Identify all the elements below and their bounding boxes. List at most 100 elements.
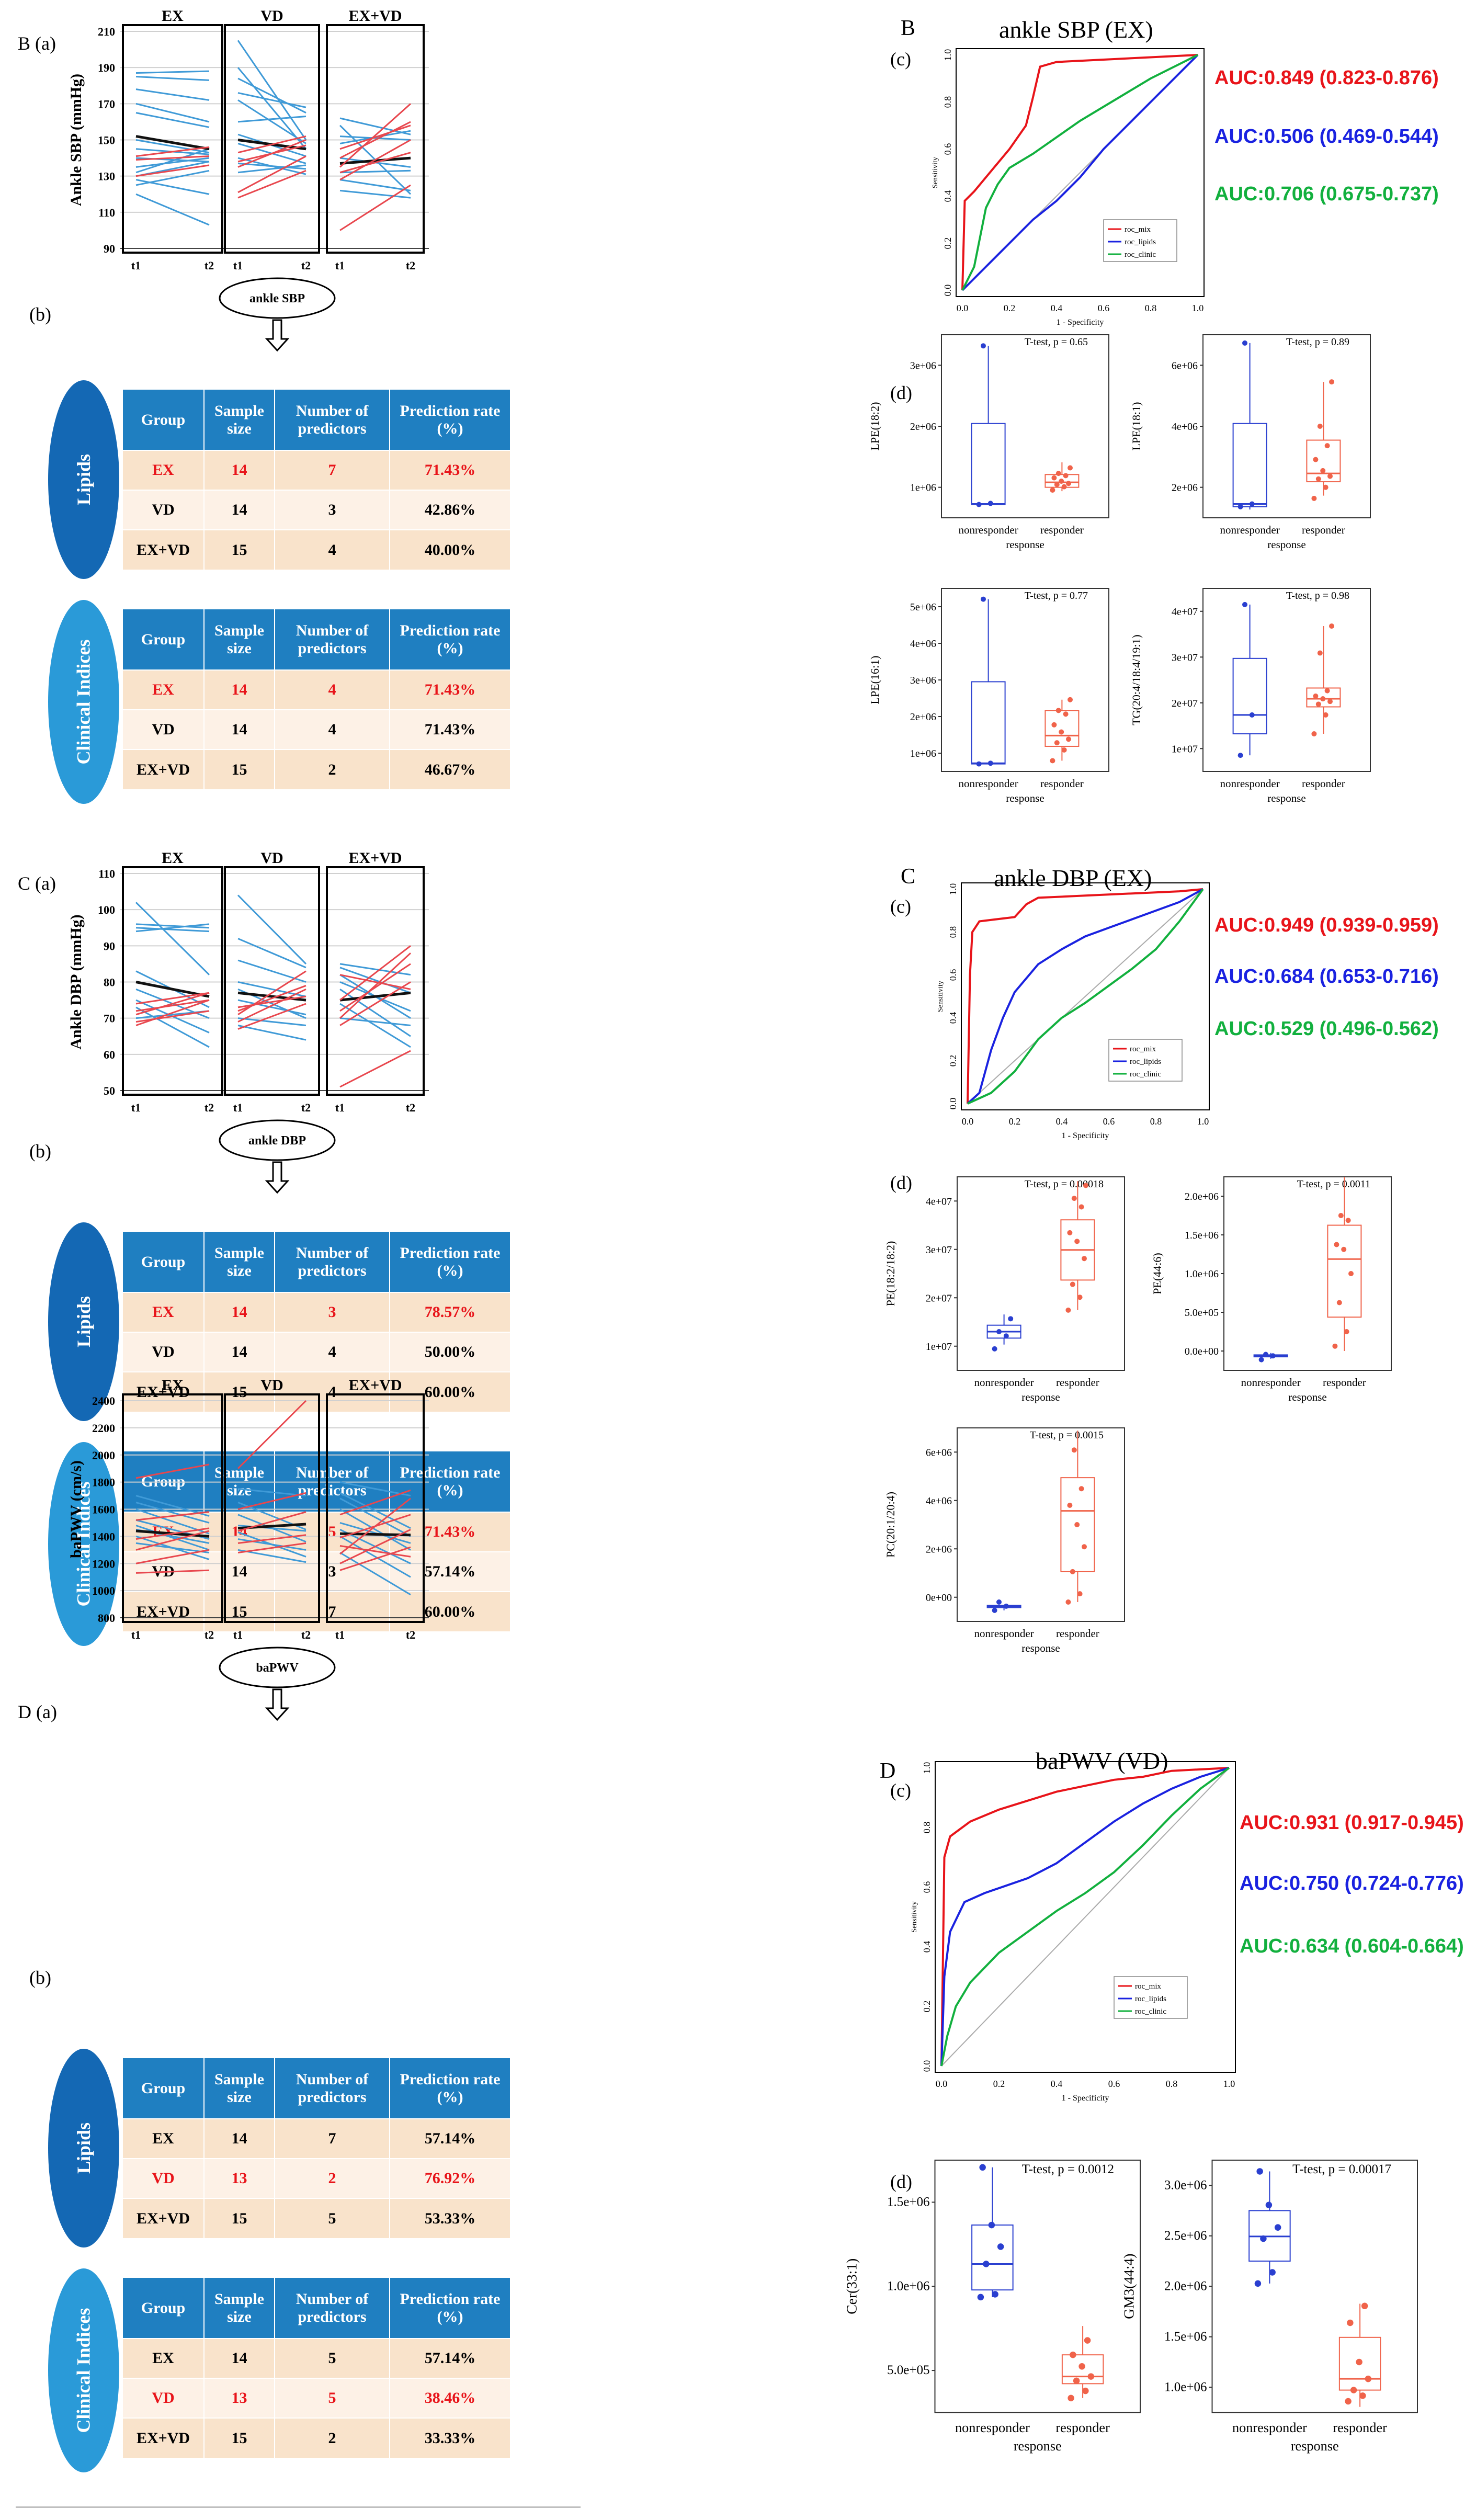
- subject-line: [135, 927, 210, 933]
- x-tick-label: t2: [301, 259, 311, 272]
- subject-line: [135, 1527, 210, 1540]
- subject-line: [339, 952, 412, 1019]
- y-tick-label: 130: [98, 170, 115, 183]
- y-tick-label: 70: [104, 1012, 115, 1025]
- subject-line: [135, 169, 210, 186]
- x-axis-label: response: [1014, 2438, 1062, 2454]
- x-tick-label: 0.2: [993, 2079, 1005, 2089]
- subject-line: [339, 1536, 411, 1578]
- data-point: [1074, 1239, 1080, 1244]
- box: [971, 2224, 1014, 2291]
- roc-frame: [961, 882, 1210, 1110]
- data-point: [1361, 2302, 1368, 2310]
- subject-line: [135, 164, 210, 177]
- table-cell: VD: [123, 1332, 205, 1372]
- y-tick-label: 1.0: [943, 49, 953, 61]
- y-tick-label: 6e+06: [926, 1447, 952, 1458]
- data-point: [1067, 1503, 1073, 1508]
- panel-title-vd: VD: [260, 7, 283, 25]
- roc-curve-roc_mix: [940, 1767, 1230, 2067]
- data-point: [1323, 484, 1329, 490]
- subject-line: [237, 1003, 306, 1030]
- data-point: [1323, 712, 1329, 718]
- y-tick-label: 3e+07: [1172, 652, 1198, 663]
- data-point: [992, 2291, 998, 2298]
- table-cell: 2: [275, 2417, 390, 2458]
- subject-line: [339, 152, 411, 174]
- y-axis-label: GM3(44:4): [1121, 2254, 1137, 2319]
- clinical-indices-oval: Clinical Indices: [48, 600, 119, 804]
- y-tick-label: 2e+06: [910, 711, 936, 723]
- box: [1232, 423, 1267, 507]
- t-test-label: T-test, p = 0.00017: [1292, 2162, 1391, 2176]
- roc-frame: [956, 48, 1205, 297]
- y-tick-label: 90: [104, 939, 115, 952]
- subject-line: [135, 992, 210, 1005]
- subject-line: [135, 999, 210, 1012]
- subject-line: [237, 40, 307, 141]
- table-header: Group: [123, 2278, 205, 2339]
- y-tick-label: 0.0e+00: [1185, 1346, 1219, 1357]
- data-point: [1265, 2201, 1273, 2209]
- table-cell: 15: [204, 1371, 275, 1412]
- data-point: [1313, 457, 1319, 462]
- table-cell: 15: [204, 2417, 275, 2458]
- subject-line: [237, 894, 307, 964]
- subject-line: [339, 117, 411, 135]
- table-header: Group: [123, 390, 205, 450]
- data-point: [1270, 1353, 1276, 1359]
- x-tick-label: 0.6: [1098, 303, 1110, 313]
- down-arrow-icon: [265, 1688, 290, 1721]
- mean-line: [339, 991, 411, 1002]
- data-point: [996, 1599, 1002, 1605]
- t-test-label: T-test, p = 0.89: [1286, 336, 1349, 348]
- data-point: [997, 2243, 1004, 2250]
- data-point: [1059, 729, 1064, 735]
- table-header: Group: [123, 1232, 205, 1292]
- subject-line: [237, 995, 306, 1008]
- y-tick-label: 80: [104, 976, 115, 989]
- table-row: EX 14 7 71.43%: [123, 450, 510, 490]
- data-point: [1078, 1486, 1084, 1492]
- panel-label-rB-c: (c): [890, 49, 911, 70]
- table-cell: 57.14%: [390, 1551, 510, 1592]
- panel-label-rD: D: [880, 1759, 896, 1783]
- subject-line: [237, 1542, 306, 1553]
- data-point: [1317, 650, 1323, 656]
- subject-line: [237, 1025, 306, 1041]
- data-point: [1066, 736, 1071, 742]
- subject-line: [135, 193, 210, 226]
- table-cell: 60.00%: [390, 1591, 510, 1631]
- subject-line: [339, 981, 411, 1026]
- y-tick-label: 5.0e+05: [1185, 1307, 1219, 1319]
- panel-box: [122, 24, 223, 254]
- x-tick-label: responder: [1056, 1376, 1099, 1389]
- subject-line: [339, 169, 411, 174]
- data-point: [1315, 476, 1321, 482]
- y-tick-label: 0.4: [948, 1012, 958, 1024]
- table-cell: 7: [275, 2118, 390, 2159]
- y-axis-label: Sensitivity: [937, 981, 945, 1012]
- y-tick-label: 1e+06: [910, 748, 936, 759]
- t-test-label: T-test, p = 0.77: [1025, 590, 1088, 601]
- table-cell: 71.43%: [390, 669, 510, 710]
- table-cell: 4: [275, 1332, 390, 1372]
- data-point: [1254, 2280, 1262, 2287]
- data-point: [1084, 2337, 1091, 2344]
- mean-line: [339, 156, 411, 165]
- x-tick-label: 1.0: [1223, 2079, 1235, 2089]
- x-tick-label: responder: [1056, 1627, 1099, 1640]
- data-point: [1051, 722, 1057, 728]
- table-header: Group: [123, 609, 205, 670]
- roc-title-B: ankle SBP (EX): [999, 16, 1153, 43]
- x-tick-label: t1: [131, 259, 141, 272]
- panel-title-ex-vd: EX+VD: [348, 849, 402, 867]
- table-cell: 15: [204, 529, 275, 570]
- subject-line: [135, 146, 210, 157]
- data-point: [1256, 2168, 1263, 2175]
- clinical-indices-oval: Clinical Indices: [48, 1442, 119, 1646]
- x-tick-label: t1: [233, 259, 243, 272]
- table-cell: 5: [275, 2338, 390, 2378]
- table-row: EX+VD 15 2 33.33%: [123, 2417, 510, 2458]
